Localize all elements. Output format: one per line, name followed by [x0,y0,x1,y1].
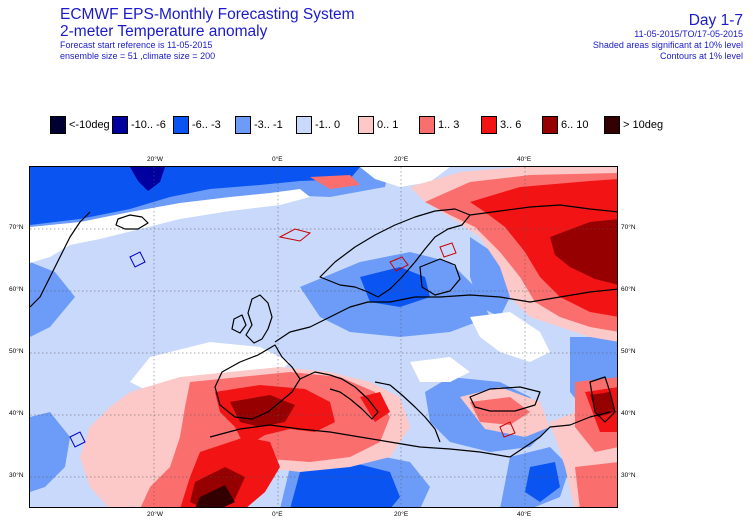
chart-title: ECMWF EPS-Monthly Forecasting System [60,6,355,23]
lat-tick-right: 30°N [621,472,636,479]
anomaly-field-darkest [195,485,235,507]
legend-item: 6.. 10 [542,115,589,135]
legend-label: 0.. 1 [377,119,399,131]
legend-swatch [296,116,312,134]
legend-swatch [50,116,66,134]
header-left: ECMWF EPS-Monthly Forecasting System 2-m… [60,6,355,62]
lat-tick-left: 40°N [9,410,24,417]
chart-subtitle: 2-meter Temperature anomaly [60,23,268,40]
legend-item: > 10deg [604,115,663,135]
anomaly-field-dark-blue [130,167,165,191]
lat-tick-left: 70°N [9,224,24,231]
lat-tick-left: 50°N [9,348,24,355]
lon-tick-top: 20°E [394,156,409,163]
legend-swatch [481,116,497,134]
legend-item: 3.. 6 [481,115,521,135]
anomaly-map [29,166,618,508]
legend-label: 6.. 10 [561,119,589,131]
lat-tick-left: 60°N [9,286,24,293]
legend-item: -1.. 0 [296,115,340,135]
significance-contours-cold [69,251,146,448]
legend-item: 1.. 3 [419,115,459,135]
lat-tick-right: 70°N [621,224,636,231]
legend-label: -3.. -1 [254,119,283,131]
period: 11-05-2015/TO/17-05-2015 [634,29,743,39]
legend-swatch [358,116,374,134]
contours-note: Contours at 1% level [659,51,743,61]
legend-item: 0.. 1 [358,115,398,135]
lat-tick-left: 30°N [9,472,24,479]
legend-label: -1.. 0 [315,119,341,131]
legend-label: > 10deg [623,119,664,131]
legend-swatch [235,116,251,134]
lon-tick-bottom: 40°E [517,511,532,518]
legend-label: 3.. 6 [500,119,522,131]
lon-tick-bottom: 0°E [272,511,283,518]
forecast-reference: Forecast start reference is 11-05-2015 [60,40,213,50]
lat-tick-right: 60°N [621,286,636,293]
lon-tick-bottom: 20°E [394,511,409,518]
lon-tick-top: 20°W [147,156,163,163]
legend-swatch [419,116,435,134]
lat-tick-right: 50°N [621,348,636,355]
lon-tick-bottom: 20°W [147,511,163,518]
legend-swatch [112,116,128,134]
legend-label: -6.. -3 [192,119,221,131]
legend-swatch [604,116,620,134]
map-canvas [30,167,617,507]
significance-contours [278,228,516,438]
legend-swatch [542,116,558,134]
day-range: Day 1-7 [688,12,743,29]
lat-tick-right: 40°N [621,410,636,417]
significance-note: Shaded areas significant at 10% level [592,40,743,50]
coastlines [30,204,617,458]
legend-label: -10.. -6 [131,119,166,131]
lon-tick-top: 0°E [272,156,283,163]
ensemble-info: ensemble size = 51 ,climate size = 200 [60,51,216,61]
header-right: Day 1-7 11-05-2015/TO/17-05-2015 Shaded … [593,12,743,62]
anomaly-field-neutral [30,167,550,392]
legend-item: <-10deg [50,115,110,135]
legend-label: <-10deg [69,119,110,131]
legend-item: -10.. -6 [112,115,166,135]
graticule [30,167,617,507]
lon-tick-top: 40°E [517,156,532,163]
legend-item: -6.. -3 [173,115,221,135]
legend-label: 1.. 3 [438,119,460,131]
legend-item: -3.. -1 [235,115,283,135]
legend-swatch [173,116,189,134]
